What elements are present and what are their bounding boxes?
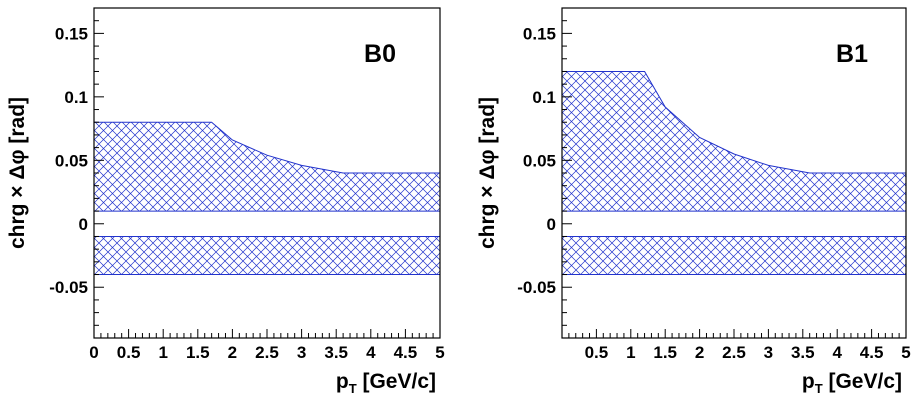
x-tick-label: 3 [764,343,773,362]
x-tick-label: 0 [89,343,98,362]
band-lower [93,236,441,275]
x-tick-label: 3.5 [791,343,815,362]
y-tick-label: 0.1 [532,88,556,107]
x-tick-label: 1.5 [186,343,210,362]
panel-title: B0 [364,40,396,68]
y-tick-label: 0 [547,215,556,234]
x-tick-label: 1 [626,343,635,362]
x-axis-label-unit: [GeV/c] [357,370,436,393]
y-tick-label: -0.05 [517,278,556,297]
y-tick-label: 0.05 [523,151,556,170]
x-axis-label-unit: [GeV/c] [823,370,902,393]
x-axis-label-main: p [336,370,349,393]
x-tick-label: 3 [297,343,306,362]
y-tick-label: 0 [79,215,88,234]
x-tick-label: 0.5 [117,343,141,362]
band-lower [561,236,907,275]
panel-title: B1 [836,40,868,68]
x-tick-label: 1.5 [653,343,677,362]
x-tick-label: 4.5 [394,343,418,362]
x-axis-label-main: p [802,370,815,393]
x-tick-label: 4 [832,343,842,362]
x-axis-label-sub: T [815,381,823,396]
band-upper [93,121,441,212]
y-tick-label: 0.15 [55,24,88,43]
x-axis-label-sub: T [349,381,357,396]
x-tick-label: 4 [366,343,376,362]
x-tick-label: 2.5 [722,343,746,362]
y-tick-label: 0.05 [55,151,88,170]
x-tick-label: 2 [695,343,704,362]
y-tick-label: -0.05 [49,278,88,297]
x-tick-label: 5 [901,343,910,362]
x-tick-label: 5 [435,343,444,362]
x-axis-label: pT [GeV/c] [802,370,902,396]
x-axis-label: pT [GeV/c] [336,370,436,396]
y-tick-label: 0.1 [64,88,88,107]
y-axis-label: chrg × Δφ [rad] [476,97,499,249]
band-upper [561,71,907,212]
chart-panel-b1: 0.5 1 1.5 2 2.5 3 3.5 4 4.5 5 -0.05 0 0.05 0.1 0.15 B1 c… [476,7,911,396]
chart-panel-b0: 0 0.5 1 1.5 2 2.5 3 3.5 4 4.5 5 -0.05 0 0.05 0.1 0.15 B0… [6,7,445,396]
x-tick-label: 0.5 [585,343,609,362]
y-tick-label: 0.15 [523,24,556,43]
y-axis-label: chrg × Δφ [rad] [6,97,29,249]
x-tick-label: 1 [158,343,167,362]
x-tick-label: 2.5 [255,343,279,362]
x-tick-label: 2 [228,343,237,362]
x-tick-label: 4.5 [860,343,884,362]
x-tick-label: 3.5 [324,343,348,362]
